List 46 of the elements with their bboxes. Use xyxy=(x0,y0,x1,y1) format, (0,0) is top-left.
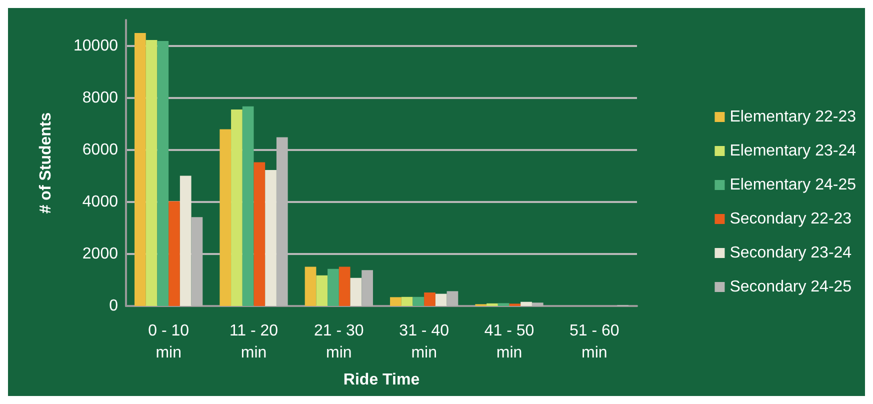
bar xyxy=(401,296,413,306)
bar xyxy=(146,40,158,306)
x-tick-label: 51 - 60 min xyxy=(570,322,620,362)
bar xyxy=(157,41,169,306)
legend-label: Elementary 24-25 xyxy=(730,176,856,194)
bar xyxy=(316,275,328,306)
bar xyxy=(328,268,339,306)
bar xyxy=(338,266,350,306)
y-tick-label: 8000 xyxy=(82,90,118,106)
legend-label: Secondary 22-23 xyxy=(730,210,852,228)
x-axis-title: Ride Time xyxy=(343,372,420,388)
bar xyxy=(242,106,254,306)
bar xyxy=(254,162,266,306)
bar xyxy=(532,302,544,306)
legend-label: Secondary 23-24 xyxy=(730,244,852,262)
legend-label: Elementary 22-23 xyxy=(730,108,856,126)
x-tick-label: 31 - 40 min xyxy=(399,322,450,362)
bar xyxy=(498,303,510,306)
y-tick-label: 0 xyxy=(109,298,118,314)
x-tick-label: 11 - 20 min xyxy=(229,322,278,362)
bar xyxy=(390,297,402,306)
bar xyxy=(446,291,458,306)
bar xyxy=(520,302,532,306)
bar xyxy=(435,294,447,306)
bar xyxy=(220,129,232,306)
bar xyxy=(350,278,362,306)
y-axis-title: # of Students xyxy=(38,112,54,214)
y-tick-label: 2000 xyxy=(82,246,118,262)
bar xyxy=(424,292,436,306)
bar xyxy=(265,170,276,306)
y-tick-label: 6000 xyxy=(82,142,118,158)
legend-label: Secondary 24-25 xyxy=(730,278,852,296)
bar xyxy=(168,201,180,306)
bar xyxy=(231,109,242,306)
x-tick-label: 21 - 30 min xyxy=(314,322,364,362)
bar xyxy=(180,176,192,306)
bar xyxy=(486,303,498,306)
y-tick-label: 4000 xyxy=(82,194,118,210)
bar xyxy=(304,266,316,306)
x-tick-label: 41 - 50 min xyxy=(484,322,534,362)
bar xyxy=(134,33,146,306)
bar xyxy=(362,270,373,306)
bar xyxy=(412,296,424,306)
x-tick-label: 0 - 10 min xyxy=(148,322,190,362)
y-tick-label: 10000 xyxy=(74,38,118,54)
legend-label: Elementary 23-24 xyxy=(730,142,856,160)
